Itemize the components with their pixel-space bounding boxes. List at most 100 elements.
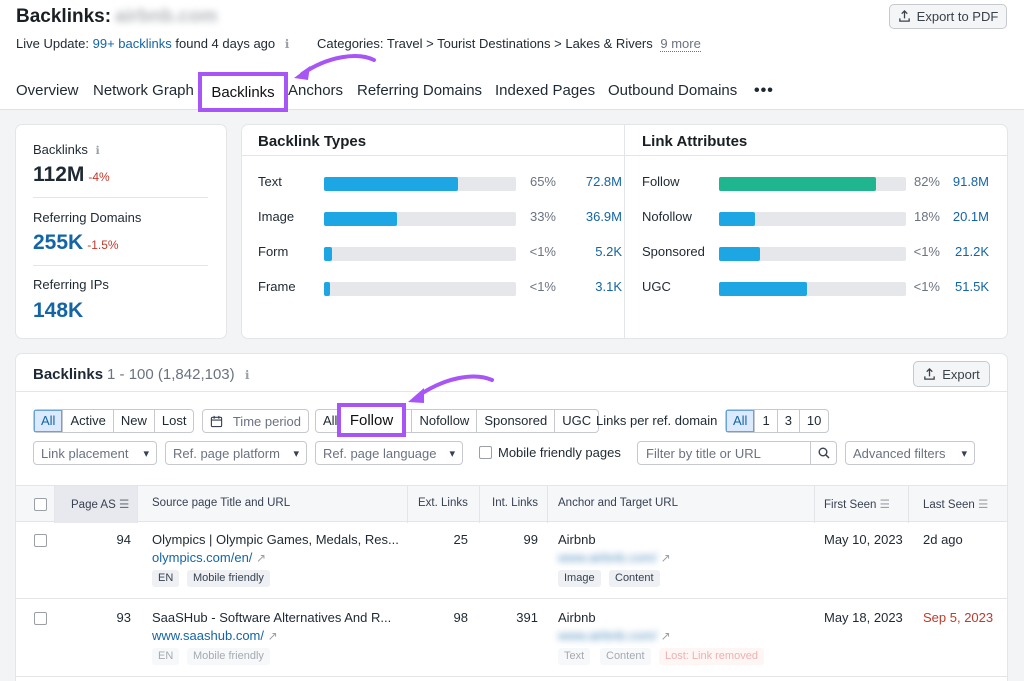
chevron-down-icon: ▾	[961, 447, 967, 460]
divider	[479, 486, 480, 523]
link-breakdown-card: Backlink Types Link Attributes Text 65% 72…	[242, 125, 1007, 338]
int-links-value[interactable]: 99	[523, 532, 538, 547]
tab-backlinks[interactable]: Backlinks	[198, 72, 288, 112]
backlink-type-bar-track	[324, 282, 516, 296]
filter-active[interactable]: Active	[63, 410, 114, 432]
external-link-icon[interactable]: ↗	[660, 629, 671, 643]
search-button[interactable]	[810, 442, 836, 464]
more-tabs-icon[interactable]: •••	[754, 82, 774, 99]
time-period-label: Time period	[232, 413, 301, 429]
anchor-text: Airbnb	[558, 610, 596, 625]
link-filter-nofollow[interactable]: Nofollow	[412, 410, 478, 432]
filter-all[interactable]: All	[34, 410, 64, 432]
live-update-link[interactable]: 99+ backlinks	[92, 36, 172, 51]
int-links-value[interactable]: 391	[516, 610, 538, 625]
backlink-type-value[interactable]: 3.1K	[595, 279, 622, 294]
link-attribute-bar-track	[719, 247, 906, 261]
anchor-text: Airbnb	[558, 532, 596, 547]
source-url[interactable]: olympics.com/en/ ↗	[152, 550, 266, 565]
link-filter-follow[interactable]: Follow	[337, 403, 406, 437]
per-domain-label: Links per ref. domain	[596, 413, 718, 428]
col-ext-links[interactable]: Ext. Links	[418, 497, 468, 509]
external-link-icon[interactable]: ↗	[660, 551, 671, 565]
time-period-select[interactable]: Time period	[202, 409, 309, 433]
categories-more-link[interactable]: 9 more	[660, 36, 701, 52]
ref-domains-delta: -1.5%	[87, 238, 119, 252]
search-input[interactable]: Filter by title or URL	[646, 445, 761, 461]
link-attribute-row: Nofollow 18% 20.1M	[642, 209, 992, 226]
col-page-as[interactable]: Page AS ☰	[71, 497, 129, 511]
table-title-text: Backlinks	[33, 366, 104, 383]
tab-indexed-pages[interactable]: Indexed Pages	[495, 82, 596, 99]
tab-anchors[interactable]: Anchors	[288, 82, 344, 99]
type-filter: All Active New Lost	[33, 409, 195, 433]
info-icon[interactable]: ℹ	[95, 145, 100, 157]
source-title[interactable]: SaaSHub - Software Alternatives And R...	[152, 610, 392, 625]
link-attribute-value[interactable]: 21.2K	[955, 244, 989, 259]
lang-tag: EN	[152, 648, 180, 665]
tab-referring-domains[interactable]: Referring Domains	[357, 82, 483, 99]
backlink-type-value[interactable]: 72.8M	[585, 174, 622, 189]
ref-ips-metric-value[interactable]: 148K	[33, 299, 84, 322]
categories-prefix: Categories:	[317, 36, 384, 51]
backlink-type-value[interactable]: 5.2K	[595, 244, 622, 259]
mobile-friendly-checkbox[interactable]	[479, 446, 492, 459]
tab-overview[interactable]: Overview	[16, 82, 79, 99]
target-url[interactable]: www.airbnb.com/ ↗	[558, 550, 671, 565]
ref-ips-metric-label: Referring IPs	[33, 277, 109, 292]
ext-links-value[interactable]: 98	[453, 610, 468, 625]
filter-lost[interactable]: Lost	[161, 413, 187, 428]
tab-outbound-domains[interactable]: Outbound Domains	[608, 82, 738, 99]
link-filter-sponsored[interactable]: Sponsored	[477, 410, 556, 432]
backlink-type-percent: 65%	[529, 174, 556, 189]
external-link-icon[interactable]: ↗	[267, 629, 278, 643]
ext-links-value[interactable]: 25	[453, 532, 468, 547]
per-domain-1[interactable]: 1	[755, 410, 778, 432]
divider	[137, 486, 138, 523]
col-int-links[interactable]: Int. Links	[492, 497, 539, 509]
link-attribute-value[interactable]: 51.5K	[955, 279, 989, 294]
link-placement-select[interactable]: Link placement ▾	[33, 441, 157, 465]
info-icon[interactable]: ℹ	[244, 368, 250, 382]
sort-icon[interactable]: ☰	[879, 499, 890, 511]
ref-domains-number[interactable]: 255K	[33, 231, 84, 254]
page-title: Backlinks: airbnb.com	[16, 6, 217, 28]
backlink-type-value[interactable]: 36.9M	[585, 209, 622, 224]
search-icon	[818, 447, 830, 459]
link-attribute-bar-fill	[719, 212, 755, 226]
table-header: Page AS ☰ Source page Title and URL Ext.…	[16, 485, 1007, 523]
backlink-type-row: Form <1% 5.2K	[258, 244, 622, 261]
ref-domains-metric-value: 255K -1.5%	[33, 231, 119, 255]
sort-icon[interactable]: ☰	[978, 499, 989, 511]
external-link-icon[interactable]: ↗	[256, 551, 267, 565]
sort-icon[interactable]: ☰	[118, 499, 130, 511]
export-pdf-button[interactable]: Export to PDF	[889, 4, 1007, 29]
backlinks-metric-number[interactable]: 112M	[33, 163, 85, 186]
info-icon[interactable]: ℹ	[284, 37, 290, 51]
select-all-checkbox[interactable]	[34, 498, 47, 511]
col-last-seen[interactable]: Last Seen ☰	[923, 497, 988, 511]
page-header: Backlinks: airbnb.com Export to PDF Live …	[0, 0, 1024, 112]
per-domain-10[interactable]: 10	[806, 413, 822, 428]
source-url[interactable]: www.saashub.com/ ↗	[152, 628, 278, 643]
source-title[interactable]: Olympics | Olympic Games, Medals, Res...	[152, 532, 399, 547]
filter-new[interactable]: New	[114, 410, 155, 432]
target-url[interactable]: www.airbnb.com/ ↗	[558, 628, 671, 643]
ref-platform-select[interactable]: Ref. page platform ▾	[165, 441, 307, 465]
col-first-seen[interactable]: First Seen ☰	[824, 497, 890, 511]
advanced-filters-select[interactable]: Advanced filters ▾	[845, 441, 975, 465]
export-button[interactable]: Export	[913, 361, 990, 387]
link-attribute-bar-fill	[719, 247, 760, 261]
backlink-type-bar-track	[324, 247, 516, 261]
tab-network-graph[interactable]: Network Graph	[93, 82, 194, 99]
per-domain-all[interactable]: All	[726, 410, 756, 432]
table-row: 93 SaaSHub - Software Alternatives And R…	[16, 599, 1007, 677]
per-domain-3[interactable]: 3	[778, 410, 800, 432]
calendar-icon	[210, 415, 223, 427]
ref-language-select[interactable]: Ref. page language ▾	[315, 441, 463, 465]
link-attribute-value[interactable]: 20.1M	[952, 209, 989, 224]
row-checkbox[interactable]	[34, 612, 47, 625]
row-checkbox[interactable]	[34, 534, 47, 547]
link-filter-ugc[interactable]: UGC	[562, 413, 592, 428]
link-attribute-value[interactable]: 91.8M	[952, 174, 989, 189]
